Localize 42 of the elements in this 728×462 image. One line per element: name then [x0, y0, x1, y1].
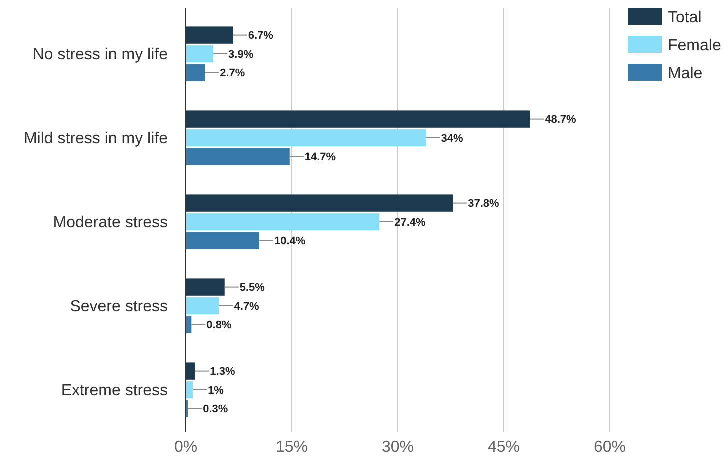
bar	[186, 129, 426, 147]
x-tick-label: 0%	[174, 439, 198, 456]
data-label: 37.8%	[468, 198, 500, 210]
bar	[186, 213, 380, 231]
bar	[186, 381, 194, 399]
data-label: 4.7%	[234, 300, 260, 313]
data-label: 6.7%	[248, 30, 274, 42]
data-label: 3.9%	[228, 48, 254, 61]
data-label: 1%	[208, 384, 224, 397]
legend-label: Female	[668, 38, 722, 55]
x-tick-label: 30%	[382, 439, 414, 456]
data-label: 48.7%	[545, 114, 577, 126]
data-label: 27.4%	[394, 216, 426, 229]
data-label: 2.7%	[220, 68, 246, 80]
y-tick-label: Moderate stress	[53, 214, 168, 232]
x-tick-label: 45%	[488, 439, 520, 456]
bar	[186, 45, 214, 63]
data-label: 34%	[441, 132, 464, 145]
data-label: 5.5%	[240, 282, 266, 294]
bar	[186, 110, 530, 128]
bar	[186, 232, 260, 250]
x-tick-label: 15%	[276, 439, 308, 456]
data-label: 1.3%	[210, 366, 236, 378]
bar	[186, 194, 454, 212]
data-label: 14.7%	[304, 152, 336, 164]
bar	[186, 362, 196, 380]
y-tick-label: Severe stress	[70, 298, 168, 316]
data-label: 0.3%	[203, 404, 228, 416]
y-tick-label: Mild stress in my life	[24, 130, 168, 148]
bar	[186, 148, 290, 166]
y-tick-label: No stress in my life	[32, 46, 168, 64]
bar	[186, 26, 234, 44]
bar	[186, 316, 192, 334]
y-tick-label: Extreme stress	[61, 382, 168, 400]
x-tick-label: 60%	[594, 439, 626, 456]
legend-label: Total	[668, 10, 702, 27]
bar	[186, 297, 220, 315]
data-label: 10.4%	[274, 236, 306, 248]
legend-label: Male	[668, 66, 703, 83]
bar	[186, 64, 206, 82]
data-label: 0.8%	[206, 320, 232, 332]
bar	[186, 278, 225, 296]
